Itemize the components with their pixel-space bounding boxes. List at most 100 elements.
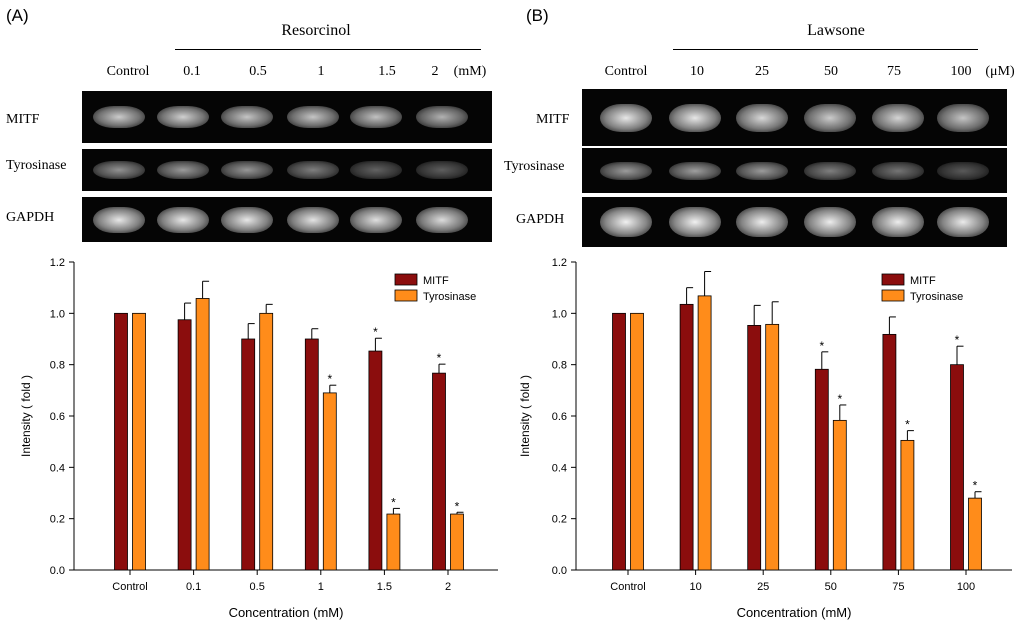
blot-band bbox=[872, 207, 924, 237]
bar-mitf bbox=[304, 338, 319, 571]
y-axis-label: Intensity ( fold ) bbox=[19, 375, 33, 457]
significance-marker: * bbox=[837, 392, 842, 406]
blot-band bbox=[937, 207, 989, 237]
blot-band bbox=[736, 161, 788, 180]
legend-swatch bbox=[394, 289, 418, 302]
blot-band bbox=[350, 206, 402, 233]
bar-mitf bbox=[612, 312, 626, 571]
blot-band bbox=[669, 161, 721, 180]
blot-band bbox=[93, 206, 145, 233]
lane-label: 75 bbox=[887, 64, 901, 79]
lane-label: 1 bbox=[317, 64, 325, 79]
significance-marker: * bbox=[905, 418, 910, 432]
blot-tyrosinase bbox=[82, 149, 492, 191]
blot-band bbox=[350, 161, 402, 179]
y-tick-label: 0.8 bbox=[50, 360, 65, 372]
bar-mitf bbox=[747, 324, 762, 571]
y-tick-label: 0.2 bbox=[50, 514, 65, 526]
x-tick-label: Control bbox=[112, 581, 147, 593]
bar-tyrosinase bbox=[968, 497, 982, 571]
bar-mitf bbox=[882, 333, 897, 571]
y-tick-label: 1.0 bbox=[50, 308, 65, 320]
blot-band bbox=[937, 103, 989, 132]
panel-a: (A) Resorcinol Control 0.1 0.5 1 1.5 2 (… bbox=[6, 6, 498, 620]
bar-mitf bbox=[950, 364, 964, 571]
significance-marker: * bbox=[955, 333, 960, 347]
y-tick-label: 0.6 bbox=[552, 411, 567, 423]
lane-label: 50 bbox=[824, 64, 838, 79]
blot-row-label: GAPDH bbox=[516, 212, 565, 227]
y-tick-label: 0.6 bbox=[50, 411, 65, 423]
lane-label: 100 bbox=[950, 64, 972, 79]
significance-marker: * bbox=[455, 499, 460, 513]
x-tick-label: 50 bbox=[825, 581, 837, 593]
blot-band bbox=[287, 106, 339, 128]
blot-band bbox=[221, 161, 273, 179]
significance-marker: * bbox=[973, 479, 978, 493]
bar-mitf bbox=[241, 338, 256, 571]
treatment-title: Lawsone bbox=[807, 22, 865, 39]
blot-band bbox=[736, 103, 788, 132]
bar-tyrosinase bbox=[630, 312, 644, 571]
blot-band bbox=[416, 106, 468, 128]
x-axis-label: Concentration (mM) bbox=[229, 605, 344, 620]
bar-tyrosinase bbox=[195, 298, 210, 571]
x-tick-label: 0.1 bbox=[186, 581, 201, 593]
panel-label: (B) bbox=[526, 6, 549, 25]
x-tick-label: 1 bbox=[318, 581, 324, 593]
blot-band bbox=[416, 206, 468, 233]
bar-mitf bbox=[177, 319, 192, 571]
lane-label: Control bbox=[604, 64, 648, 79]
x-tick-label: 0.5 bbox=[250, 581, 265, 593]
lane-label: 0.1 bbox=[183, 64, 201, 79]
unit-label: (mM) bbox=[453, 64, 487, 79]
bar-tyrosinase bbox=[132, 312, 146, 571]
bar-mitf bbox=[679, 303, 694, 571]
lane-label: 2 bbox=[431, 64, 439, 79]
x-tick-label: 1.5 bbox=[377, 581, 392, 593]
significance-marker: * bbox=[819, 339, 824, 353]
significance-marker: * bbox=[373, 325, 378, 339]
blot-row-label: MITF bbox=[6, 112, 40, 127]
blot-band bbox=[804, 207, 856, 237]
bar-chart-b: 0.0 0.2 0.4 0.6 0.8 1.0 1.2 Control 10 25 50 * * 75 * 1… bbox=[518, 257, 1012, 620]
treatment-bracket-line bbox=[175, 49, 481, 50]
bar-tyrosinase bbox=[832, 419, 847, 571]
blot-gapdh bbox=[82, 197, 492, 242]
legend-swatch bbox=[881, 289, 905, 302]
blot-band bbox=[157, 106, 209, 128]
legend-label: MITF bbox=[910, 275, 936, 287]
blot-band bbox=[872, 103, 924, 132]
bar-tyrosinase bbox=[765, 323, 780, 571]
legend-swatch bbox=[881, 273, 905, 286]
blot-gapdh bbox=[582, 197, 1007, 247]
bar-mitf bbox=[114, 312, 128, 571]
lane-label: 25 bbox=[755, 64, 769, 79]
blot-band bbox=[872, 161, 924, 180]
bar-chart-a: 0.0 0.2 0.4 0.6 0.8 1.0 1.2 Control 0.1 0.5 1 * 1.5 *… bbox=[19, 257, 498, 620]
bar-tyrosinase bbox=[697, 295, 712, 571]
y-tick-label: 0.0 bbox=[50, 565, 65, 577]
significance-marker: * bbox=[391, 495, 396, 509]
blot-mitf bbox=[582, 89, 1007, 146]
x-tick-label: 2 bbox=[445, 581, 451, 593]
blot-band bbox=[804, 103, 856, 132]
blot-band bbox=[600, 161, 652, 180]
bar-mitf bbox=[432, 372, 446, 571]
blot-band bbox=[221, 106, 273, 128]
x-tick-label: 10 bbox=[689, 581, 701, 593]
blot-band bbox=[416, 161, 468, 179]
legend-label: Tyrosinase bbox=[910, 291, 963, 303]
y-axis-label: Intensity ( fold ) bbox=[518, 375, 532, 457]
y-tick-label: 0.2 bbox=[552, 514, 567, 526]
unit-label: (μM) bbox=[985, 64, 1015, 79]
bar-mitf bbox=[814, 368, 829, 571]
x-tick-label: 75 bbox=[892, 581, 904, 593]
lane-label: Control bbox=[106, 64, 150, 79]
lane-label: 1.5 bbox=[378, 64, 396, 79]
lane-label: 10 bbox=[690, 64, 704, 79]
bar-tyrosinase bbox=[450, 513, 464, 571]
blot-band bbox=[287, 161, 339, 179]
bar-tyrosinase bbox=[259, 312, 274, 571]
y-tick-label: 1.0 bbox=[552, 308, 567, 320]
